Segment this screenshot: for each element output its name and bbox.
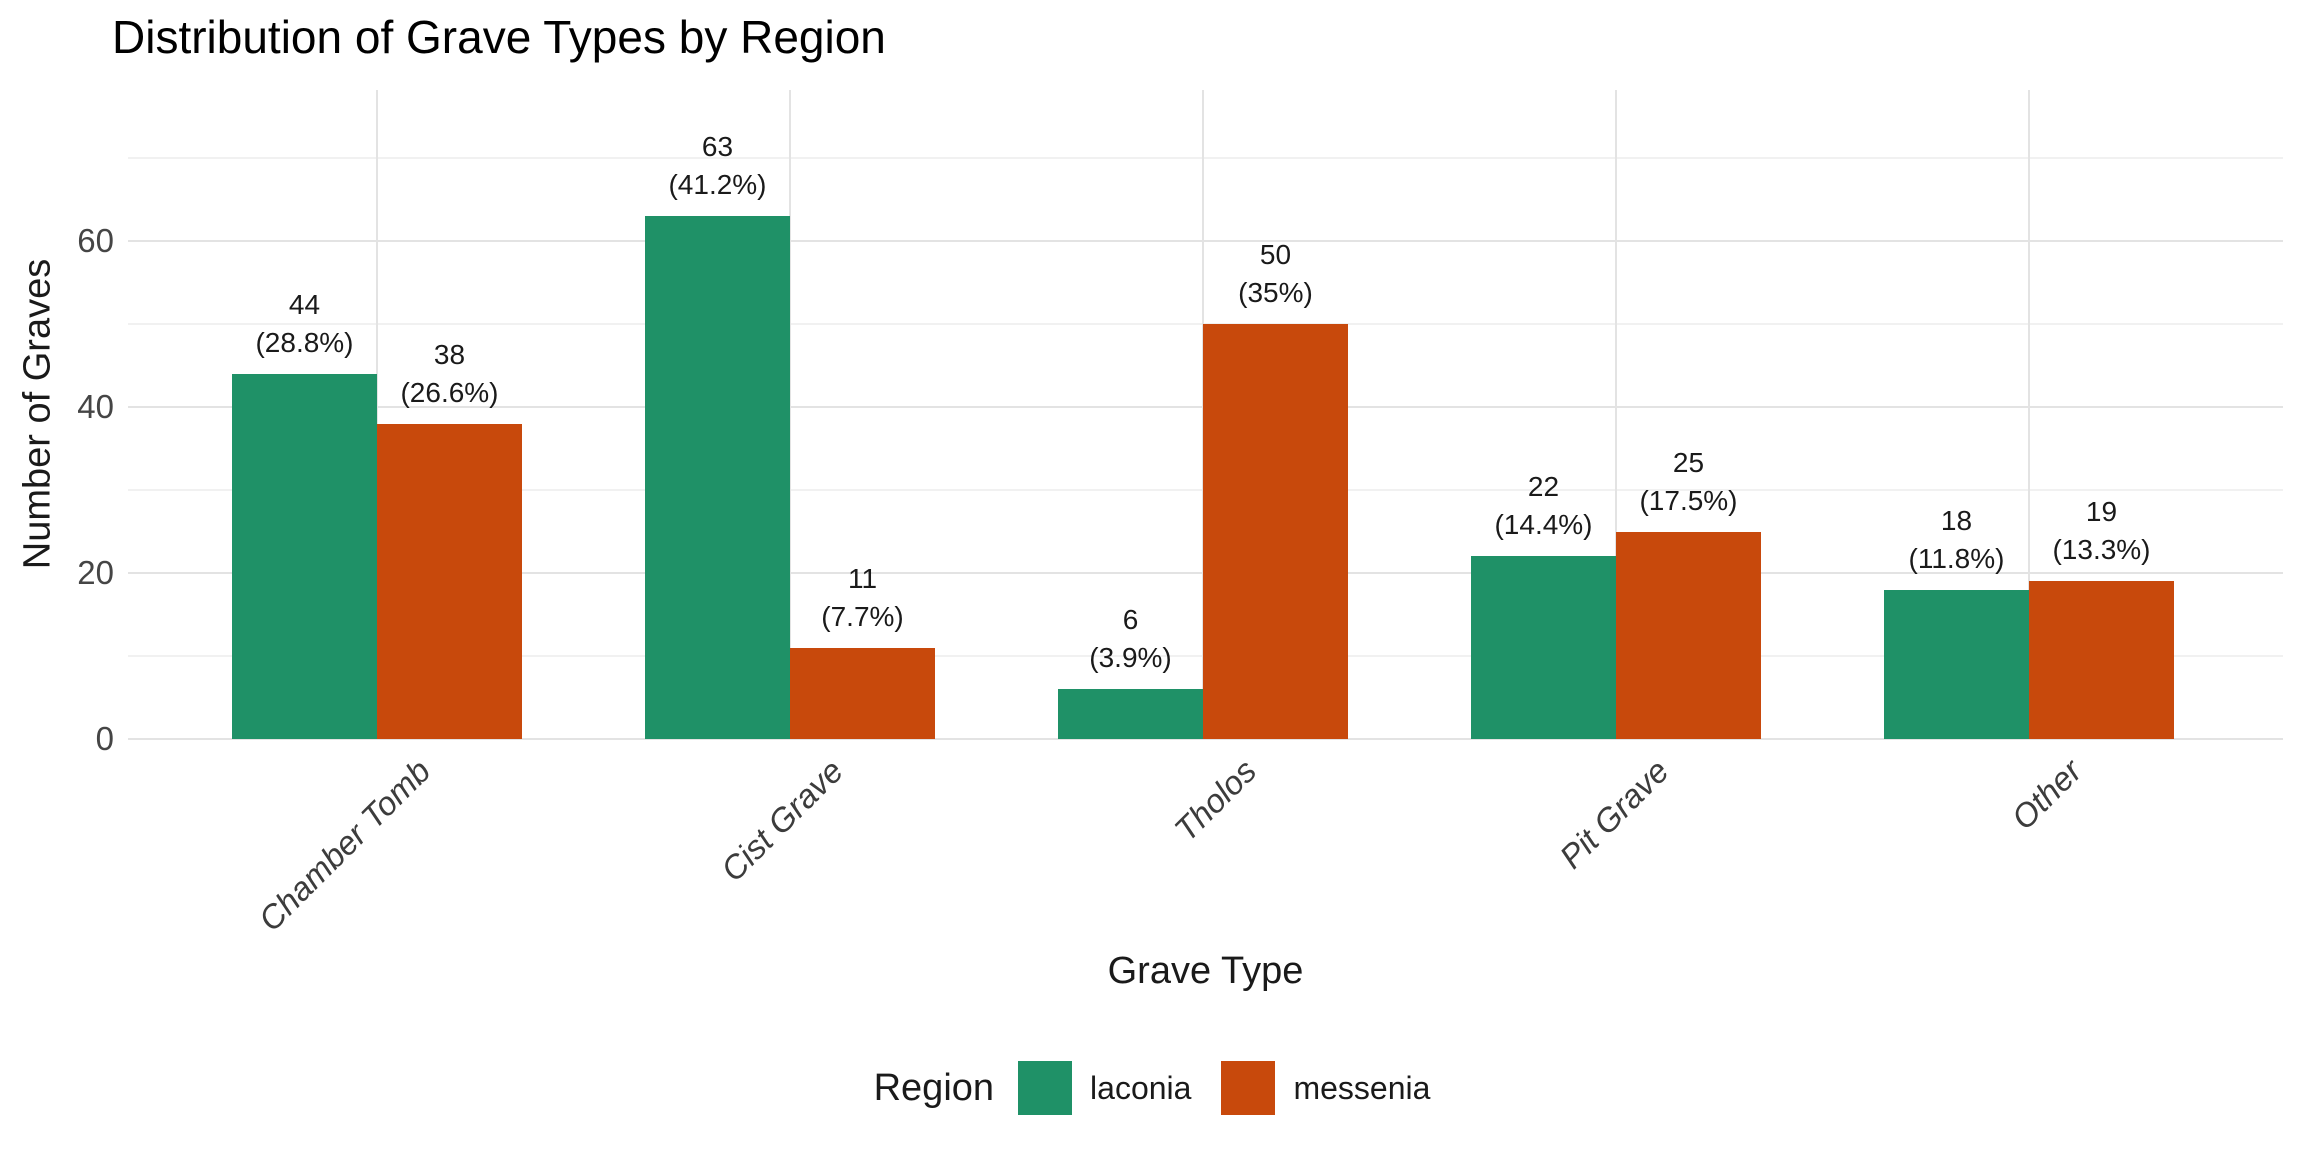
legend-label-messenia: messenia [1293,1069,1431,1106]
messenia-color-swatch [1221,1061,1276,1115]
bar-count-text: 19 [2085,496,2118,528]
bar-messenia-1 [790,647,935,739]
x-tick-label: Tholos [1166,752,1264,849]
bar-laconia-3 [1471,556,1616,739]
x-tick-label: Pit Grave [1552,752,1677,876]
bar-value-label: 6 (3.9%) [1021,601,1241,677]
bar-count-text: 63 [701,131,734,163]
bar-messenia-2 [1203,324,1348,739]
bar-laconia-0 [232,373,377,739]
legend: Region laconia messenia [0,1056,2304,1120]
bar-percent-text: (35%) [1238,277,1313,308]
bar-value-label: 22 (14.4%) [1434,468,1654,544]
vertical-gridline [789,90,791,739]
laconia-color-swatch [1018,1061,1073,1115]
bar-count-text: 25 [1672,446,1705,478]
chart-title: Distribution of Grave Types by Region [112,11,886,63]
x-tick-label: Other [2004,752,2090,837]
bar-value-label: 11 (7.7%) [753,560,973,636]
bar-percent-text: (11.8%) [1908,542,2005,574]
bar-percent-text: (17.5%) [1639,484,1738,516]
legend-label-laconia: laconia [1090,1069,1192,1106]
bar-percent-text: (41.2%) [668,169,767,201]
vertical-gridline [2028,90,2030,739]
bar-value-label: 63 (41.2%) [608,128,828,204]
plot-panel: 44 (28.8%) 63 (41.2%) 6 (3.9%) 22 (14.4%) 18 (11.… [128,90,2283,740]
bar-percent-text: (3.9%) [1089,642,1172,674]
bar-percent-text: (14.4%) [1494,509,1593,541]
vertical-gridline [376,90,378,739]
y-tick-label: 40 [77,388,114,425]
bar-laconia-2 [1058,689,1203,739]
legend-item-messenia: messenia [1221,1061,1430,1115]
bar-percent-text: (28.8%) [255,326,354,358]
bar-laconia-1 [645,216,790,739]
bar-percent-text: (13.3%) [2052,534,2151,566]
bar-messenia-4 [2029,581,2174,739]
major-gridline [128,240,2283,242]
bar-count-text: 11 [847,562,878,594]
bar-percent-text: (26.6%) [400,376,499,408]
bar-percent-text: (7.7%) [821,600,904,632]
bar-value-label: 38 (26.6%) [340,336,560,412]
minor-gridline [128,157,2283,159]
bar-laconia-4 [1884,589,2029,739]
major-gridline [128,738,2283,740]
bar-count-text: 50 [1259,239,1292,270]
bar-count-text: 6 [1122,604,1139,636]
vertical-gridline [1615,90,1617,739]
bar-count-text: 38 [433,338,466,370]
x-tick-label: Cist Grave [713,752,851,889]
bar-value-label: 25 (17.5%) [1579,444,1799,520]
y-tick-label: 20 [77,554,114,591]
bar-messenia-3 [1616,531,1761,739]
legend-item-laconia: laconia [1018,1061,1191,1115]
x-tick-label: Chamber Tomb [251,752,438,939]
y-tick-label: 60 [77,222,114,259]
bar-value-label: 19 (13.3%) [1992,493,2212,569]
bar-count-text: 22 [1527,471,1560,503]
y-tick-label: 0 [95,720,114,757]
bar-value-label: 18 (11.8%) [1847,502,2067,578]
x-axis-title: Grave Type [1107,950,1304,992]
bar-messenia-0 [377,423,522,739]
legend-title: Region [873,1066,995,1109]
bar-value-label: 44 (28.8%) [195,286,415,362]
bar-count-text: 18 [1940,504,1973,536]
bar-value-label: 50 (35%) [1166,236,1386,312]
bar-count-text: 44 [288,288,321,320]
